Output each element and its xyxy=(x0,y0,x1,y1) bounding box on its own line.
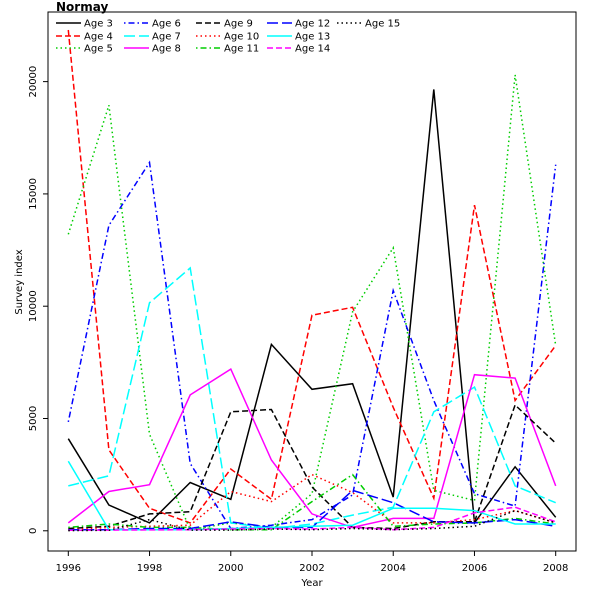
series-line xyxy=(67,29,557,524)
x-tick-label: 2002 xyxy=(299,563,324,574)
series-line xyxy=(67,89,557,525)
legend-label: Age 9 xyxy=(224,19,253,30)
x-tick-label: 1996 xyxy=(56,563,81,574)
y-tick-label: 15000 xyxy=(28,178,39,210)
legend-label: Age 5 xyxy=(84,44,113,55)
legend-label: Age 14 xyxy=(295,44,330,55)
series-lines xyxy=(67,29,557,532)
legend-label: Age 15 xyxy=(365,19,400,30)
series-line xyxy=(67,74,557,531)
y-axis: 0 5000 10000 15000 20000 xyxy=(28,66,48,534)
chart-title: Normay xyxy=(56,0,108,14)
series-line xyxy=(68,489,556,531)
series-line xyxy=(68,506,556,532)
x-tick-label: 2006 xyxy=(462,563,487,574)
x-axis: 1996 1998 2000 2002 2004 2006 2008 xyxy=(56,551,568,574)
legend-label: Age 10 xyxy=(224,32,259,43)
x-tick-label: 2000 xyxy=(218,563,243,574)
legend-label: Age 13 xyxy=(295,32,330,43)
series-line xyxy=(67,368,557,529)
series-line xyxy=(68,266,556,530)
x-tick-label: 2004 xyxy=(381,563,406,574)
series-line xyxy=(67,160,557,530)
series-line xyxy=(68,473,556,531)
y-tick-label: 5000 xyxy=(28,406,39,431)
legend-label: Age 3 xyxy=(84,19,113,30)
legend-label: Age 7 xyxy=(152,32,181,43)
x-tick-label: 1998 xyxy=(137,563,162,574)
x-tick-label: 2008 xyxy=(543,563,568,574)
legend-label: Age 12 xyxy=(295,19,330,30)
y-tick-label: 0 xyxy=(28,528,39,534)
legend-label: Age 8 xyxy=(152,44,181,55)
plot-frame xyxy=(47,11,577,552)
legend-label: Age 6 xyxy=(152,19,181,30)
series-line xyxy=(68,403,557,530)
y-axis-label: Survey index xyxy=(14,249,25,314)
legend-label: Age 4 xyxy=(84,32,113,43)
x-axis-label: Year xyxy=(300,578,323,589)
legend-label: Age 11 xyxy=(224,44,259,55)
y-tick-label: 10000 xyxy=(28,290,39,322)
series-line xyxy=(68,473,556,531)
y-tick-label: 20000 xyxy=(28,66,39,98)
